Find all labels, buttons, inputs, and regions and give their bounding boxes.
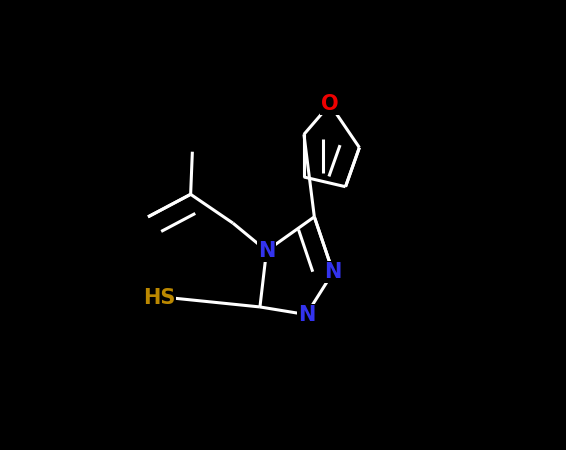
Text: N: N: [258, 241, 275, 261]
Text: O: O: [321, 94, 338, 114]
Text: N: N: [298, 305, 315, 324]
Text: N: N: [324, 262, 342, 282]
Text: HS: HS: [143, 288, 175, 308]
